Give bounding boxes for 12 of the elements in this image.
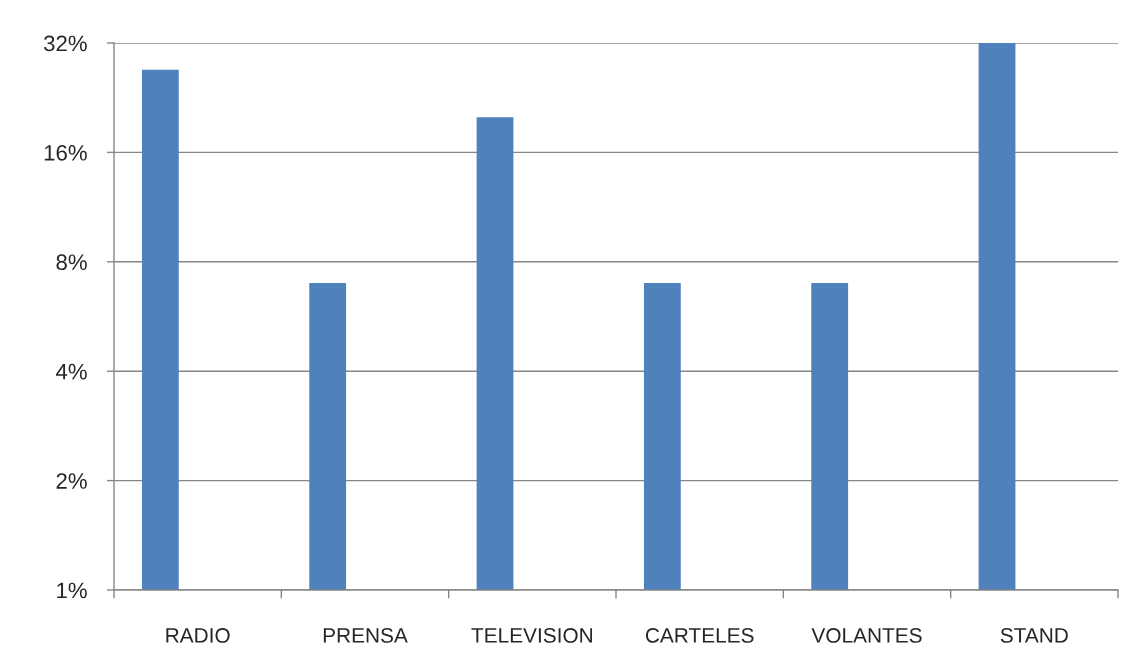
y-tick-label: 4%	[56, 363, 87, 380]
y-tick-label: 32%	[43, 35, 87, 52]
x-tick-label: STAND	[1000, 628, 1068, 643]
y-tick-label: 8%	[56, 254, 87, 271]
x-tick-label: TELEVISION	[471, 628, 592, 643]
x-tick-label: VOLANTES	[811, 628, 922, 643]
x-tick-label: PRENSA	[323, 628, 408, 643]
x-tick-label: CARTELES	[645, 628, 754, 643]
y-tick-label: 1%	[57, 582, 87, 599]
x-tick-label: RADIO	[166, 628, 230, 643]
y-tick-label: 2%	[56, 473, 87, 489]
y-tick-label: 16%	[44, 144, 87, 161]
